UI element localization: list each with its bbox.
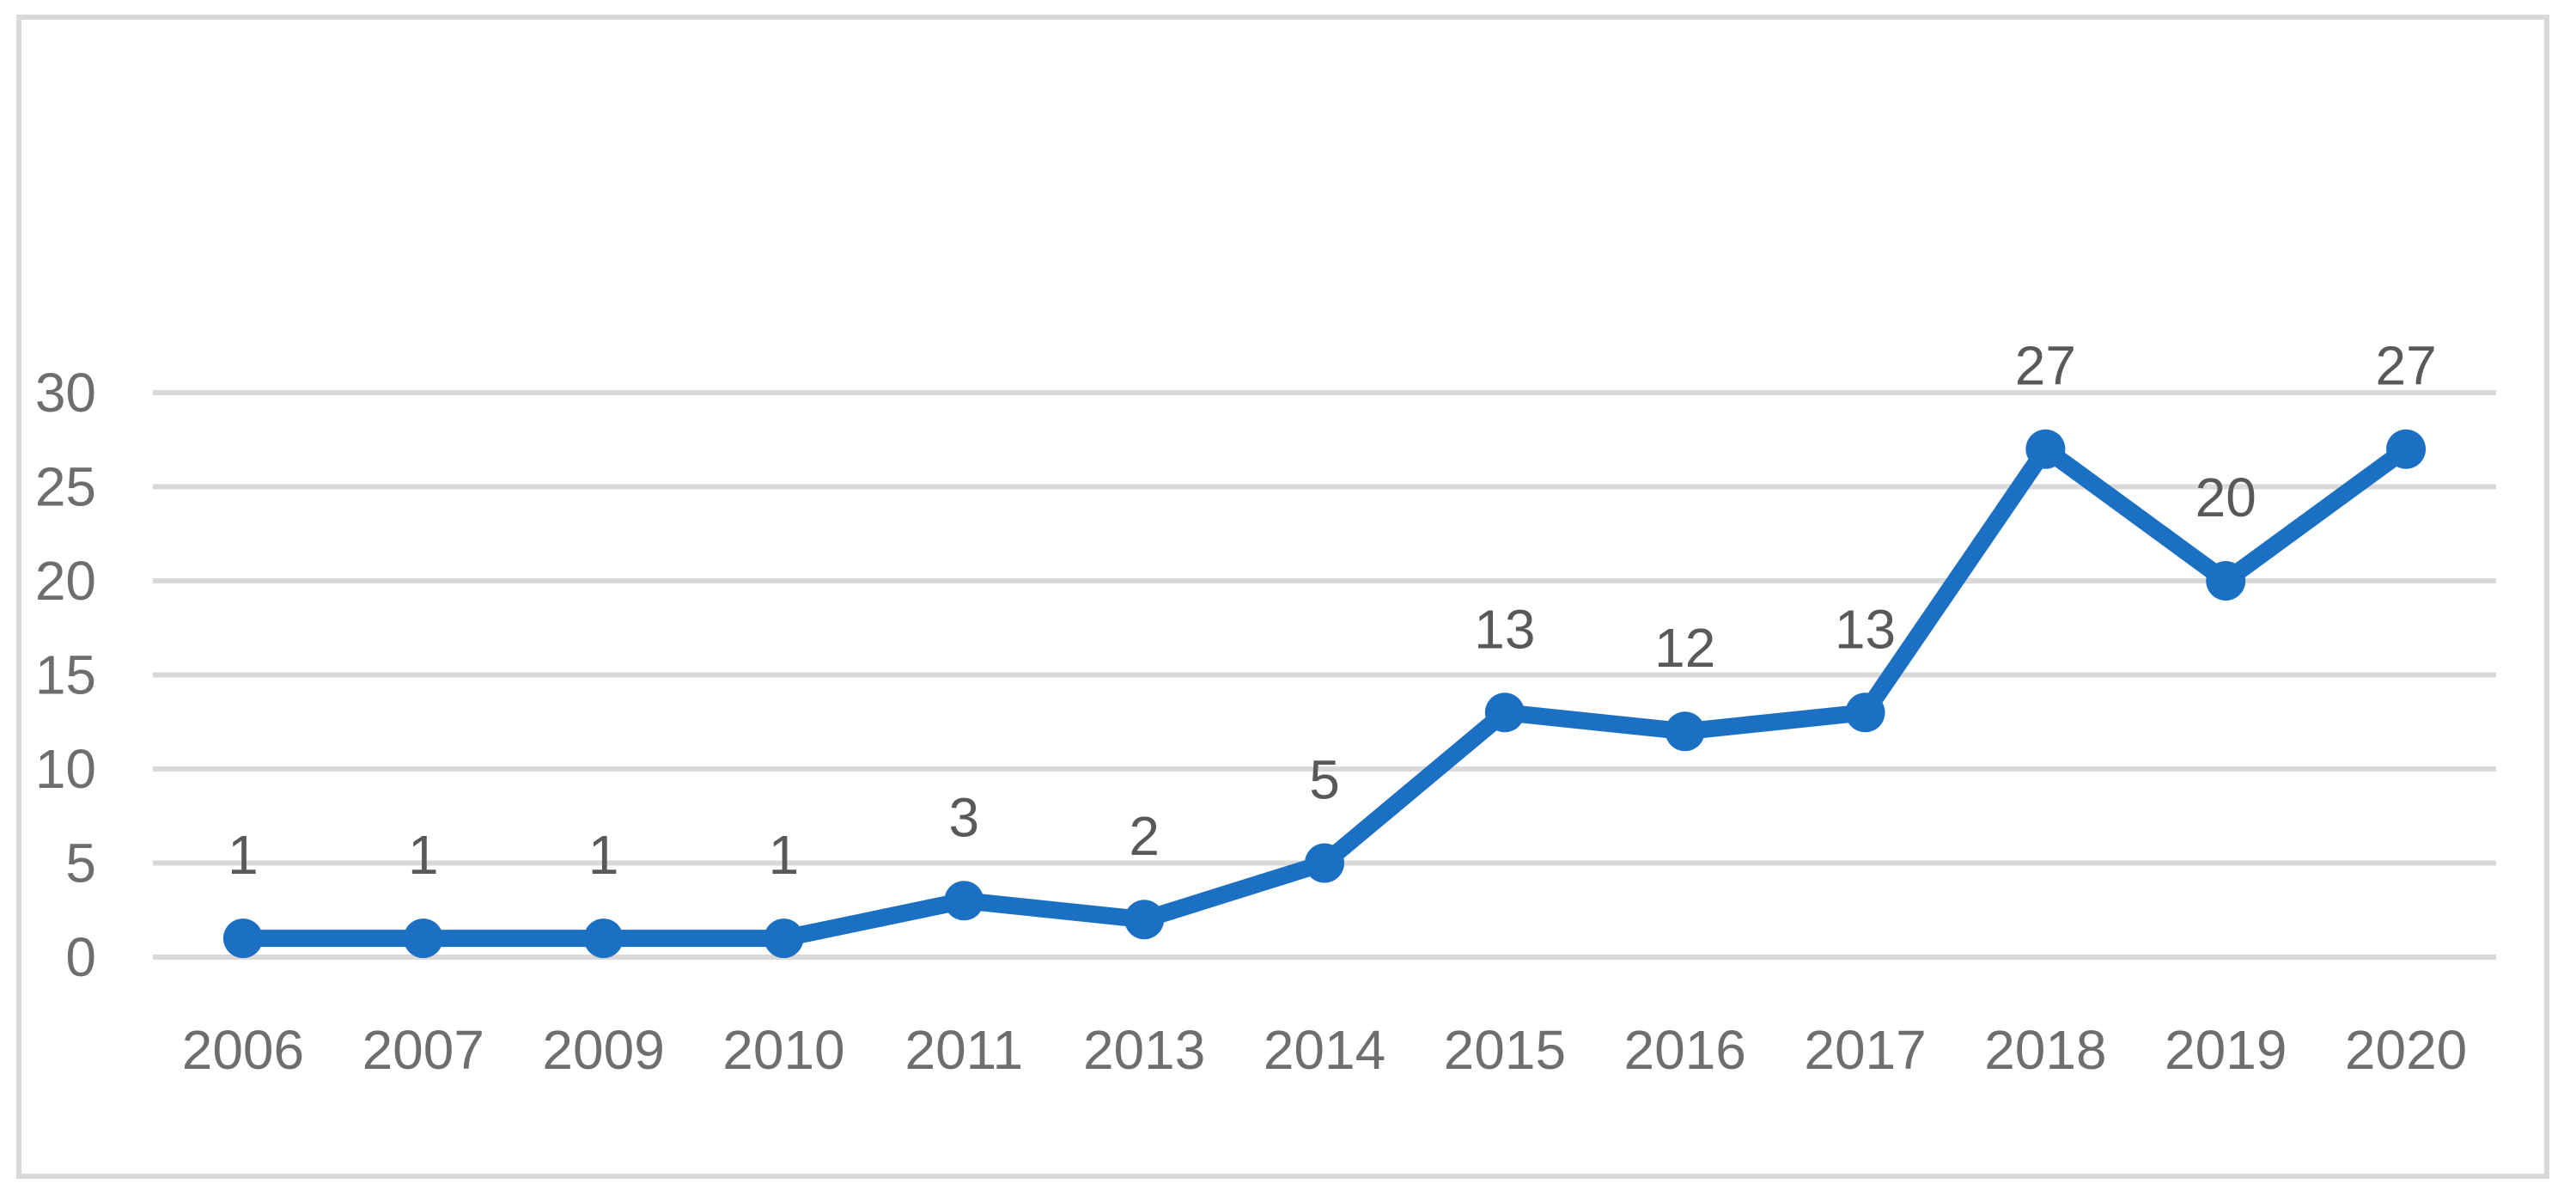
chart-frame-border xyxy=(16,15,2549,1179)
data-point-marker xyxy=(1845,693,1885,733)
data-point-marker xyxy=(222,918,263,959)
data-point-marker xyxy=(944,881,984,921)
x-tick-label: 2009 xyxy=(542,1019,664,1081)
data-point-marker xyxy=(403,918,443,959)
x-tick-label: 2011 xyxy=(904,1019,1023,1081)
data-point-marker xyxy=(1665,711,1705,752)
markers-group xyxy=(222,429,2427,959)
data-label: 13 xyxy=(1835,598,1896,660)
y-tick-label: 20 xyxy=(35,550,96,612)
y-tick-label: 5 xyxy=(65,833,96,894)
x-tick-label: 2018 xyxy=(1984,1019,2106,1081)
data-point-marker xyxy=(1305,843,1344,883)
data-point-marker xyxy=(1124,900,1165,940)
y-tick-label: 15 xyxy=(35,644,96,706)
data-label: 3 xyxy=(949,786,980,848)
y-tick-label: 10 xyxy=(35,738,96,800)
data-label: 27 xyxy=(2375,335,2436,397)
y-axis-labels-group: 0 5 10 15 20 25 30 xyxy=(35,362,96,988)
x-tick-label: 2007 xyxy=(362,1019,484,1081)
x-tick-label: 2013 xyxy=(1083,1019,1205,1081)
gridlines-group xyxy=(153,390,2496,960)
x-axis-labels-group: 2006 2007 2009 2010 2011 2013 2014 2015 2016 2017… xyxy=(182,1019,2468,1081)
data-point-marker xyxy=(2025,429,2066,469)
data-label: 12 xyxy=(1654,617,1715,679)
data-label: 1 xyxy=(588,824,619,886)
y-tick-label: 0 xyxy=(65,926,96,988)
data-label: 27 xyxy=(2015,335,2076,397)
x-tick-label: 2014 xyxy=(1264,1019,1385,1081)
x-tick-label: 2017 xyxy=(1804,1019,1926,1081)
y-tick-label: 25 xyxy=(35,456,96,518)
chart-border-group xyxy=(16,15,2549,1179)
data-point-marker xyxy=(1484,693,1525,733)
x-tick-label: 2010 xyxy=(722,1019,844,1081)
data-label: 13 xyxy=(1474,598,1535,660)
x-tick-label: 2016 xyxy=(1624,1019,1746,1081)
data-point-marker xyxy=(2386,429,2427,469)
x-tick-label: 2015 xyxy=(1444,1019,1566,1081)
data-point-marker xyxy=(2206,561,2246,601)
y-tick-label: 30 xyxy=(35,362,96,424)
data-point-marker xyxy=(764,918,804,959)
data-label: 20 xyxy=(2195,467,2256,528)
x-tick-label: 2006 xyxy=(182,1019,304,1081)
x-tick-label: 2020 xyxy=(2345,1019,2467,1081)
data-point-marker xyxy=(583,918,624,959)
x-tick-label: 2019 xyxy=(2165,1019,2287,1081)
data-label: 1 xyxy=(228,824,259,886)
data-label: 2 xyxy=(1129,805,1160,867)
data-label: 5 xyxy=(1309,749,1340,811)
data-label: 1 xyxy=(408,824,439,886)
data-label: 1 xyxy=(769,824,800,886)
